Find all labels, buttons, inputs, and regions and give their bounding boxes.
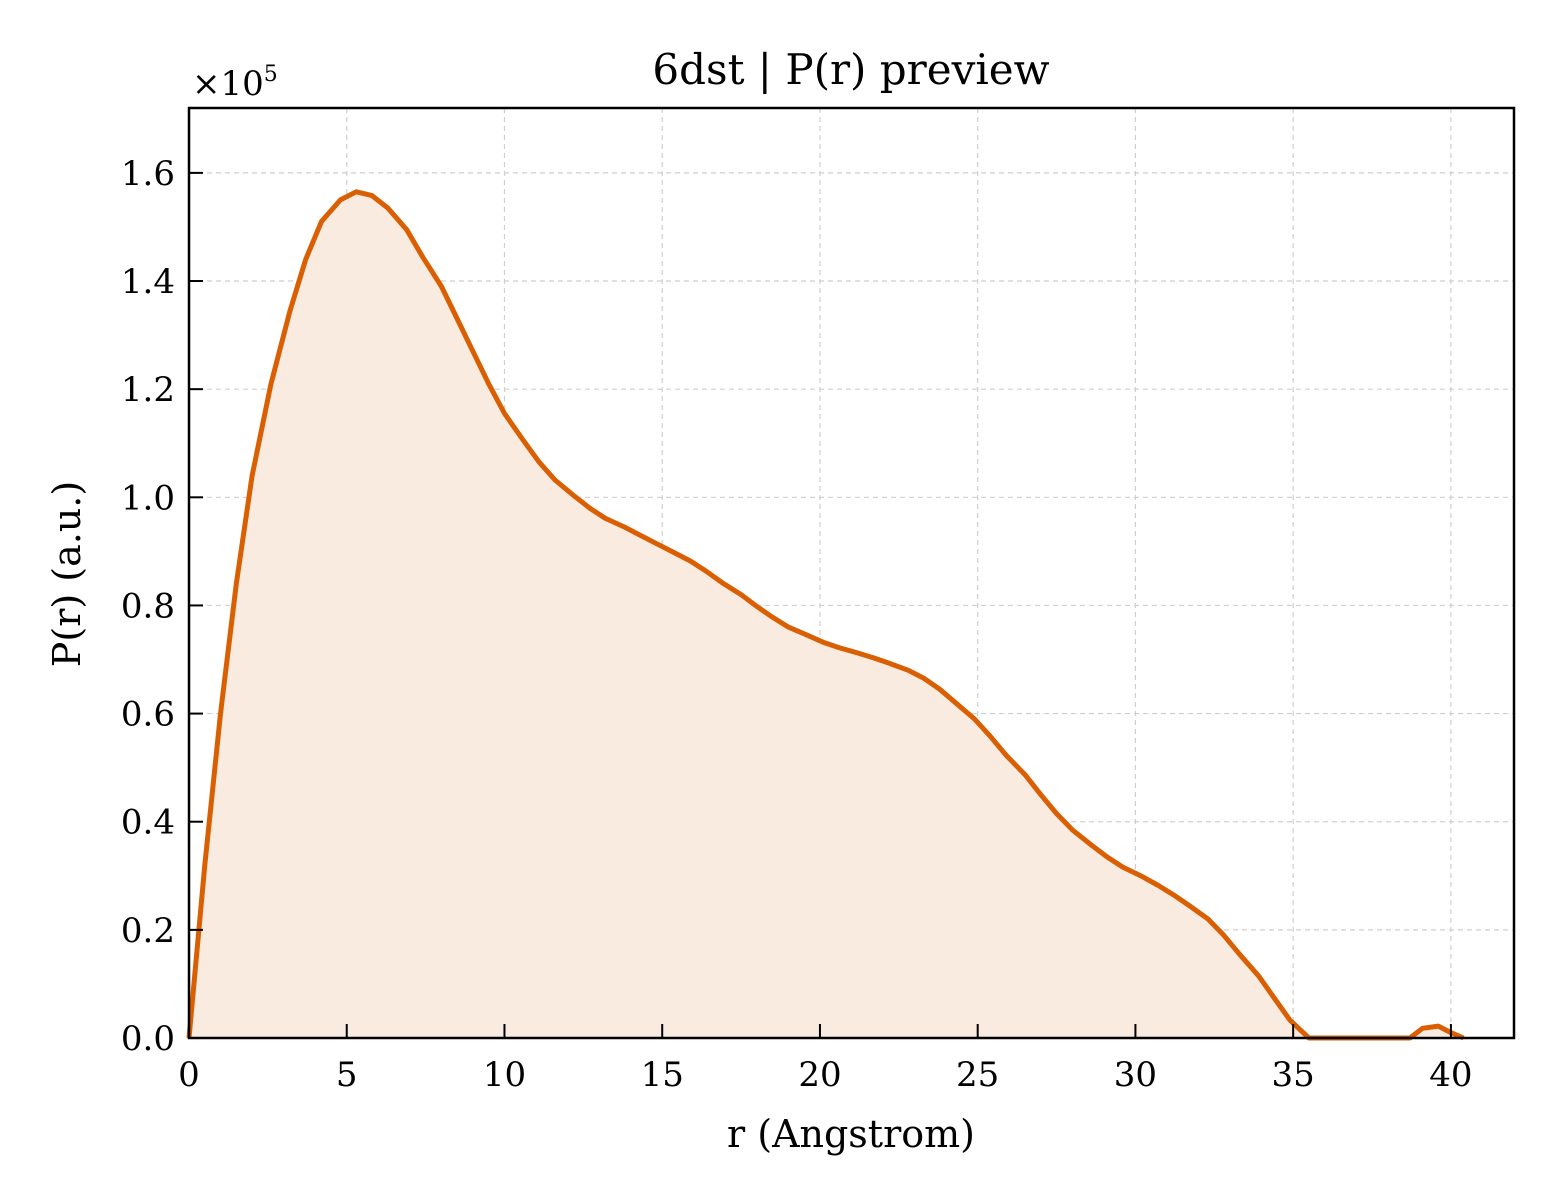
y-tick-label: 0.8 bbox=[121, 586, 175, 626]
y-tick-label: 1.4 bbox=[121, 262, 175, 302]
y-tick-label: 0.6 bbox=[121, 695, 175, 735]
y-tick-label: 0.4 bbox=[121, 803, 175, 843]
y-tick-label: 0.0 bbox=[121, 1019, 175, 1059]
y-tick-label: 1.2 bbox=[121, 370, 175, 410]
y-multiplier: ×105 bbox=[192, 62, 278, 104]
y-tick-label: 1.6 bbox=[121, 154, 175, 194]
y-tick-label: 0.2 bbox=[121, 911, 175, 951]
y-axis-label: P(r) (a.u.) bbox=[45, 481, 89, 667]
x-tick-label: 0 bbox=[178, 1055, 200, 1095]
y-tick-label: 1.0 bbox=[121, 478, 175, 518]
ticks: 0 5 10 15 20 25 30 35 40 0.0 0.2 0.4 0.6 0.8 1.0 1.2 1.4… bbox=[121, 154, 1473, 1095]
x-tick-label: 5 bbox=[336, 1055, 358, 1095]
x-tick-label: 10 bbox=[483, 1055, 526, 1095]
series-line bbox=[186, 189, 1465, 1041]
plot-frame bbox=[187, 106, 1516, 1040]
x-tick-label: 30 bbox=[1114, 1055, 1157, 1095]
chart-title: 6dst | P(r) preview bbox=[652, 45, 1049, 94]
series-area bbox=[189, 191, 1464, 1039]
x-tick-label: 25 bbox=[956, 1055, 999, 1095]
x-axis-label: r (Angstrom) bbox=[727, 1112, 975, 1156]
y-multiplier-exponent: 5 bbox=[264, 62, 278, 87]
x-tick-label: 15 bbox=[641, 1055, 684, 1095]
x-tick-label: 35 bbox=[1272, 1055, 1315, 1095]
x-tick-label: 40 bbox=[1429, 1055, 1472, 1095]
y-multiplier-base: ×10 bbox=[192, 64, 264, 104]
x-tick-label: 20 bbox=[798, 1055, 841, 1095]
